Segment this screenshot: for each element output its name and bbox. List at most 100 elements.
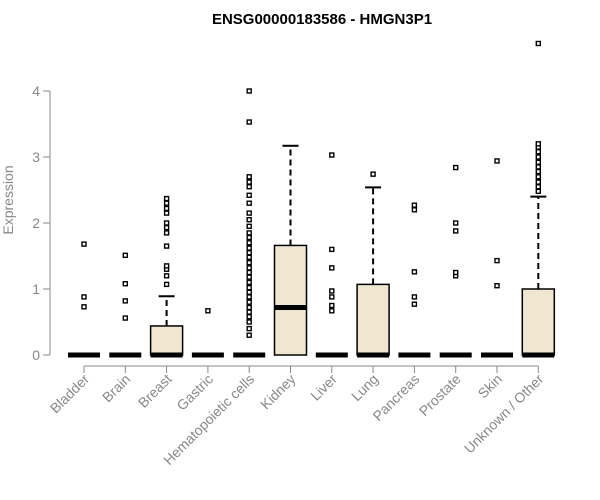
outlier-point	[163, 195, 170, 202]
outlier-point	[535, 188, 541, 195]
outlier-point	[453, 269, 459, 276]
outlier-point	[494, 283, 500, 289]
outlier-point	[411, 202, 418, 208]
outlier-point	[163, 220, 170, 226]
outlier-point	[246, 216, 252, 223]
outlier-point	[246, 119, 252, 125]
outlier-point	[81, 241, 87, 247]
outlier-point	[535, 168, 541, 175]
box-group	[273, 144, 308, 356]
outlier-point	[535, 183, 541, 190]
chart-title: ENSG00000183586 - HMGN3P1	[212, 11, 432, 28]
outlier-point	[411, 269, 418, 275]
box-group	[356, 171, 390, 358]
box-group	[398, 202, 431, 358]
outlier-point	[411, 294, 418, 300]
outlier-point	[246, 319, 252, 325]
outlier-point	[246, 249, 252, 256]
x-tick-label: Skin	[475, 371, 506, 402]
outlier-point	[535, 149, 541, 155]
x-tick-label: Bladder	[47, 371, 93, 417]
outlier-point	[246, 304, 252, 311]
box-group	[149, 195, 184, 358]
outlier-point	[329, 246, 335, 253]
outlier-point	[329, 288, 335, 294]
x-tick-label: Brain	[99, 371, 133, 405]
outlier-point	[411, 301, 418, 307]
x-tick-label: Lung	[348, 371, 381, 404]
outlier-point	[535, 164, 541, 170]
y-tick-label: 2	[32, 215, 40, 231]
outlier-point	[246, 183, 252, 190]
outlier-point	[205, 308, 211, 314]
outlier-point	[329, 294, 335, 300]
x-tick-label: Breast	[135, 371, 175, 411]
box-group	[68, 241, 100, 358]
outlier-point	[163, 263, 170, 269]
outlier-point	[535, 179, 541, 185]
outlier-point	[246, 200, 252, 206]
outlier-point	[122, 315, 129, 321]
outlier-point	[246, 223, 252, 230]
outlier-point	[246, 240, 252, 246]
outlier-point	[494, 257, 500, 264]
outlier-point	[246, 174, 252, 180]
outlier-point	[246, 309, 252, 315]
outlier-point	[329, 302, 335, 309]
y-axis: 0 1 2 3 4	[32, 83, 51, 363]
x-tick-label: Prostate	[416, 371, 464, 419]
outlier-point	[163, 200, 170, 206]
outlier-point	[246, 325, 252, 332]
outlier-point	[246, 294, 252, 300]
outlier-point	[329, 308, 335, 314]
outlier-point	[163, 230, 170, 236]
outlier-point	[246, 179, 252, 185]
outlier-point	[535, 154, 541, 160]
outlier-point	[453, 220, 459, 226]
outlier-point	[246, 269, 252, 276]
y-tick-label: 4	[32, 83, 40, 99]
y-axis-label: Expression	[0, 165, 16, 234]
outlier-point	[246, 245, 252, 251]
outlier-point	[246, 259, 252, 266]
outlier-point	[163, 210, 170, 216]
outlier-point	[163, 281, 170, 288]
outlier-point	[163, 224, 170, 231]
outlier-point	[122, 281, 129, 287]
outlier-point	[453, 164, 459, 171]
box-group	[191, 308, 224, 358]
outlier-point	[246, 254, 252, 261]
outlier-point	[246, 279, 252, 286]
outlier-point	[535, 40, 541, 47]
iqr-box	[521, 288, 556, 356]
box-group	[521, 40, 556, 358]
outlier-point	[163, 205, 170, 212]
outlier-point	[246, 88, 252, 94]
outlier-point	[494, 158, 500, 164]
outlier-point	[535, 159, 541, 165]
outlier-point	[122, 298, 129, 304]
outlier-point	[163, 273, 170, 279]
outlier-point	[122, 252, 129, 259]
outlier-point	[246, 274, 252, 280]
outlier-point	[246, 192, 252, 198]
outlier-point	[163, 243, 170, 249]
outlier-point	[246, 265, 252, 271]
box-group	[109, 252, 142, 358]
outlier-point	[535, 174, 541, 180]
outlier-point	[411, 207, 418, 213]
outlier-point	[81, 304, 87, 310]
y-tick-label: 0	[32, 347, 40, 363]
box-group	[481, 158, 513, 358]
iqr-box	[356, 283, 390, 356]
box-group	[233, 88, 266, 358]
outlier-point	[246, 234, 252, 241]
box-group	[439, 164, 472, 358]
outlier-point	[453, 228, 459, 234]
outlier-point	[246, 314, 252, 320]
outlier-point	[246, 332, 252, 338]
y-tick-label: 3	[32, 149, 40, 165]
outlier-point	[81, 294, 87, 300]
